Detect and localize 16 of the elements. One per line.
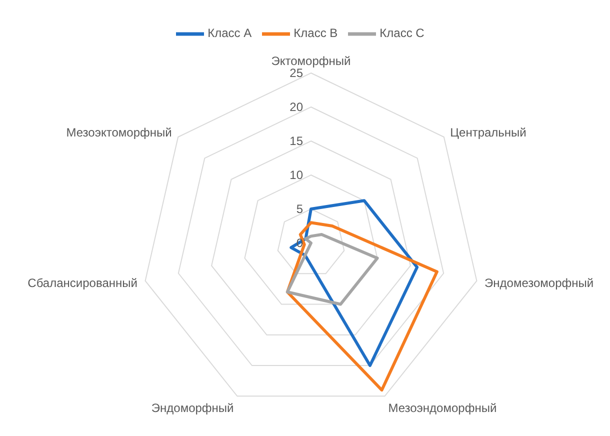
spoke-label: Сбалансированный	[28, 276, 138, 290]
spoke-label: Мезоэктоморфный	[66, 125, 172, 140]
spoke-label: Эктоморфный	[271, 54, 351, 68]
legend-label: Класс B	[294, 26, 338, 40]
y-tick-label: 15	[290, 134, 304, 148]
y-tick-label: 10	[290, 168, 304, 182]
spoke-label: Мезоэндоморфный	[388, 400, 497, 415]
spoke-label: Эндомезоморфный	[484, 276, 594, 290]
y-tick-label: 5	[296, 202, 304, 216]
y-tick-label: 20	[290, 100, 304, 114]
y-tick-label: 25	[290, 66, 304, 80]
y-tick-label: 0	[296, 236, 304, 250]
legend-label: Класс C	[380, 26, 424, 40]
spoke-label: Эндоморфный	[151, 400, 234, 415]
legend-label: Класс A	[208, 26, 252, 40]
spoke-label: Центральный	[450, 125, 526, 140]
